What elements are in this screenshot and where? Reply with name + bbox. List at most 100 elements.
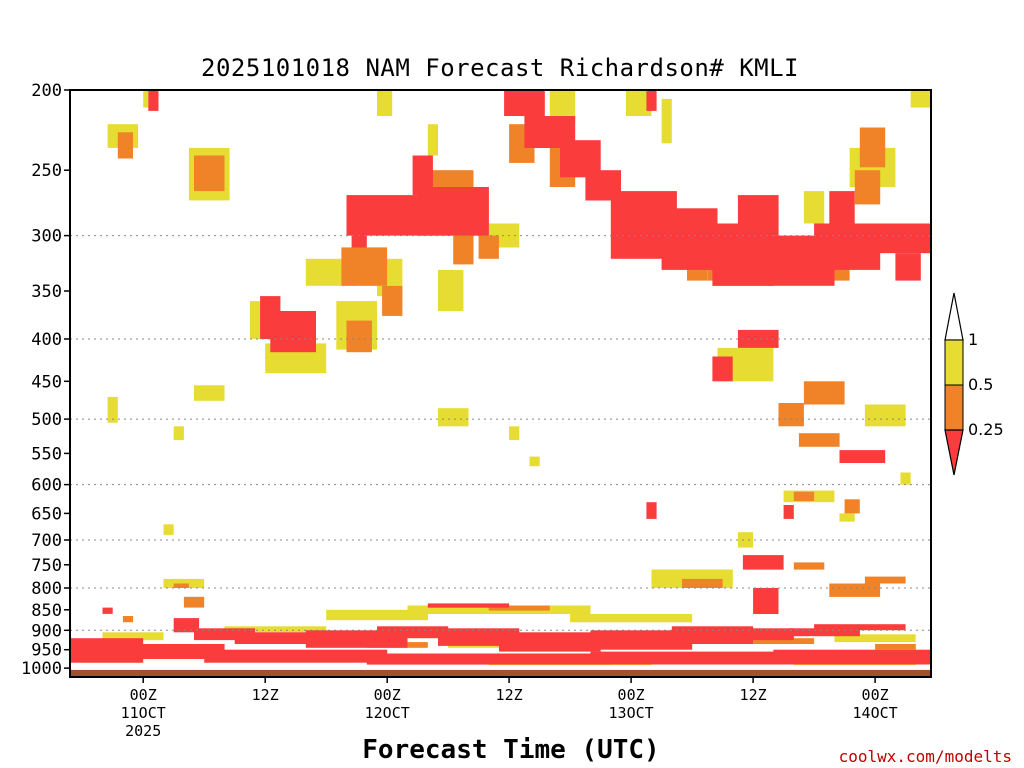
ri-patch-yellow: [900, 472, 911, 485]
y-tick-label-400: 400: [31, 330, 62, 350]
ri-patch-red: [122, 644, 225, 659]
ri-patch-orange: [875, 644, 916, 650]
y-tick-label-450: 450: [31, 372, 62, 392]
ri-patch-red: [173, 618, 200, 633]
x-axis-label: Forecast Time (UTC): [362, 735, 659, 765]
ri-patch-orange: [682, 578, 723, 588]
x-tick-label: 11OCT: [121, 704, 166, 722]
ri-patch-yellow: [570, 614, 693, 623]
ri-patch-orange: [778, 403, 804, 427]
ri-patch-orange: [382, 285, 403, 316]
x-tick-label: 00Z: [618, 686, 645, 704]
ri-patch-red: [204, 649, 388, 663]
ri-patch-red: [412, 155, 433, 196]
plot-frame: [69, 89, 932, 678]
x-tick-label: 12Z: [252, 686, 279, 704]
ri-patch-red: [829, 191, 855, 226]
y-tick-label-900: 900: [31, 621, 62, 641]
y-tick-label-200: 200: [31, 81, 62, 101]
credit-text: coolwx.com/modelts: [839, 747, 1012, 766]
ri-patch-red: [742, 555, 784, 570]
chart-title: 2025101018 NAM Forecast Richardson# KMLI: [201, 54, 799, 82]
y-tick-label-950: 950: [31, 641, 62, 661]
ri-patch-red: [783, 505, 794, 519]
ri-patch-yellow: [326, 609, 428, 621]
x-tick-label: 2025: [125, 722, 161, 740]
ri-patch-orange: [341, 247, 388, 286]
colorbar-level-above-1: [944, 292, 964, 341]
y-tick-label-750: 750: [31, 556, 62, 576]
ri-patch-red: [590, 630, 693, 650]
colorbar-level-yellow: [944, 339, 964, 386]
ri-patch-yellow: [427, 124, 438, 156]
ri-patch-red: [438, 628, 520, 646]
ri-patch-orange: [122, 616, 134, 623]
ri-patch-orange: [753, 638, 815, 644]
ri-patch-yellow: [224, 626, 327, 633]
ri-patch-orange: [453, 235, 474, 265]
ri-patch-red: [732, 628, 794, 641]
ri-patch-orange: [793, 491, 815, 501]
ri-patch-orange: [854, 170, 881, 205]
y-tick-label-1000: 1000: [21, 659, 62, 679]
ri-patch-yellow: [102, 632, 164, 641]
ri-patch-red: [234, 632, 327, 644]
ri-patch-yellow: [803, 191, 825, 224]
colorbar-level-orange: [944, 384, 964, 431]
x-tick-label: 00Z: [862, 686, 889, 704]
ri-patch-red: [814, 624, 906, 631]
y-tick-label-600: 600: [31, 476, 62, 496]
x-tick-label: 12Z: [496, 686, 523, 704]
ri-patch-yellow: [839, 513, 855, 522]
ri-patch-yellow: [864, 404, 906, 427]
y-tick-label-250: 250: [31, 161, 62, 181]
ri-patch-yellow: [173, 426, 184, 441]
x-tick-label: 00Z: [130, 686, 157, 704]
ground-surface: [70, 669, 931, 677]
ri-patch-red: [671, 626, 754, 644]
ri-patch-red: [773, 649, 931, 665]
ri-patch-red: [499, 632, 601, 652]
x-tick-label: 13OCT: [609, 704, 654, 722]
ri-patch-red: [895, 253, 921, 281]
ri-patch-red: [753, 588, 779, 614]
plot-area: [69, 89, 932, 678]
ri-patch-red: [260, 296, 281, 339]
ri-patch-red: [504, 90, 545, 116]
y-axis-ticks: 200 250 300 350 400 450 500 550 600 650 700 750 8008…: [21, 81, 70, 679]
x-tick-label: 12Z: [740, 686, 767, 704]
y-tick-label-550: 550: [31, 444, 62, 464]
ri-patch-yellow: [143, 90, 149, 108]
ri-patch-red: [148, 90, 159, 111]
ri-patch-yellow: [438, 269, 464, 311]
colorbar-label: 0.5: [968, 375, 993, 394]
ri-patch-orange: [793, 562, 825, 570]
richardson-field: [70, 90, 931, 666]
ri-patch-orange: [478, 235, 499, 259]
ri-patch-orange: [803, 381, 845, 405]
ri-patch-red: [417, 187, 489, 236]
ri-patch-yellow: [163, 578, 205, 588]
ri-patch-yellow: [438, 408, 469, 427]
colorbar-label: 0.25: [968, 420, 1004, 439]
ri-patch-orange: [798, 433, 840, 447]
colorbar: 1 0.5 0.25: [944, 292, 1004, 476]
ri-patch-red: [427, 603, 510, 608]
ri-patch-red: [737, 329, 779, 348]
ri-patch-yellow: [163, 524, 174, 535]
y-tick-label-700: 700: [31, 531, 62, 551]
colorbar-label: 1: [968, 330, 978, 349]
ri-patch-orange: [844, 499, 860, 514]
ri-patch-red: [646, 502, 657, 519]
ri-patch-red: [737, 195, 779, 236]
ri-patch-orange: [346, 320, 372, 353]
x-tick-label: 14OCT: [853, 704, 898, 722]
y-tick-label-800: 800: [31, 579, 62, 599]
ri-patch-orange: [864, 576, 906, 584]
ri-patch-red: [661, 208, 718, 270]
ri-patch-red: [194, 628, 255, 641]
ri-patch-orange: [117, 132, 133, 159]
ri-patch-red: [839, 450, 886, 463]
